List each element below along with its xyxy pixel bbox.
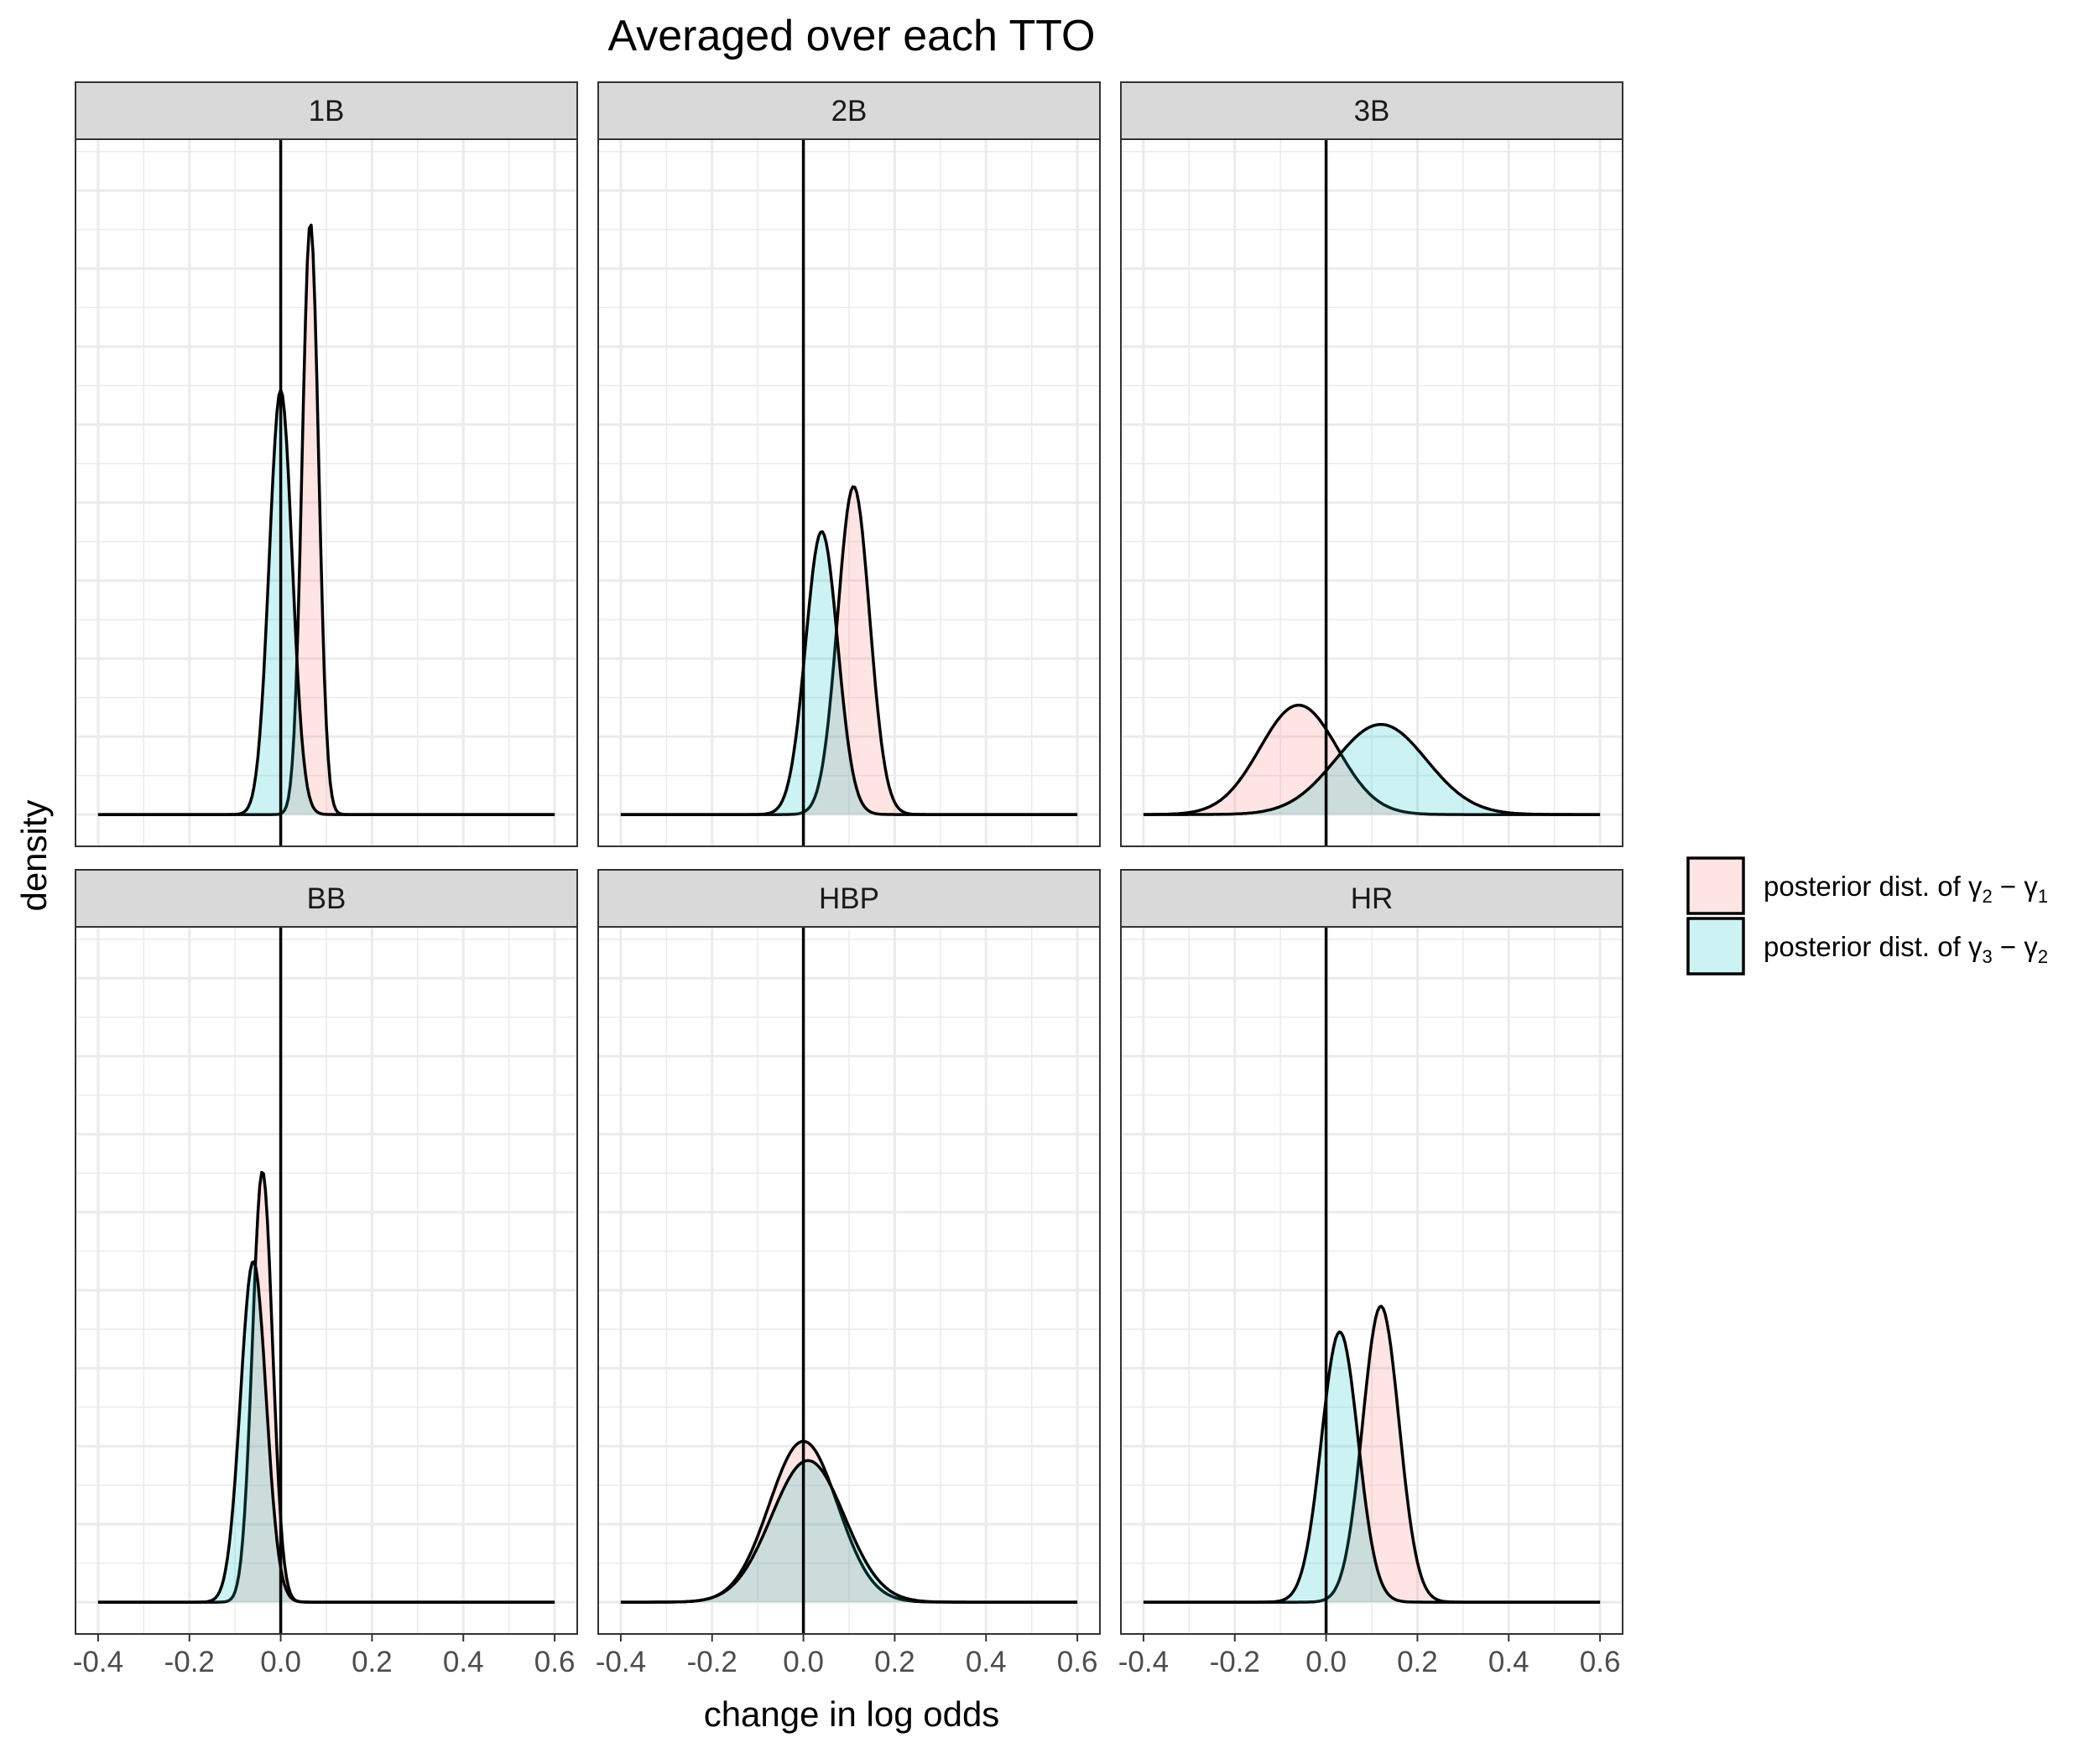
legend-key-g3-minus-g2 — [1686, 917, 1745, 976]
facet-strip — [1120, 869, 1623, 928]
x-tick-label: 0.4 — [443, 1646, 484, 1678]
density-area-g2-minus-g1 — [1143, 1306, 1601, 1603]
legend-label: posterior dist. of γ3 − γ2 — [1764, 931, 2048, 967]
facet-hr: HR — [1120, 869, 1623, 1635]
facet-strip-label: HBP — [819, 882, 879, 915]
density-line-g3-minus-g2 — [620, 1459, 1078, 1604]
y-axis-title: density — [14, 799, 54, 911]
facet-strip-label: 3B — [1354, 95, 1390, 127]
density-area-g2-minus-g1 — [620, 1441, 1078, 1603]
facet-strip-label: BB — [307, 882, 347, 915]
legend-key-g2-minus-g1 — [1686, 856, 1745, 915]
x-tick-label: 0.4 — [966, 1646, 1007, 1678]
facet-strip-label: 2B — [831, 95, 868, 127]
density-area-g2-minus-g1 — [1143, 705, 1601, 815]
x-tick-label: -0.4 — [73, 1646, 123, 1678]
x-tick-label: 0.0 — [260, 1646, 301, 1678]
facet-strip — [75, 81, 578, 140]
facet-hbp: HBP — [597, 869, 1101, 1635]
x-tick-label: 0.6 — [1580, 1646, 1621, 1678]
facet-2b: 2B — [597, 81, 1101, 847]
x-tick-label: 0.2 — [1397, 1646, 1438, 1678]
density-area-g2-minus-g1 — [620, 486, 1078, 815]
x-tick-label: 0.6 — [534, 1646, 576, 1678]
facet-panels: 1B 2B 3B BB HBP HR — [75, 81, 1623, 1635]
density-area-g3-minus-g2 — [1143, 724, 1601, 815]
facet-bb: BB — [75, 869, 578, 1635]
panel-border — [1120, 926, 1623, 1635]
x-tick-label: -0.4 — [596, 1646, 646, 1678]
x-tick-label: -0.4 — [1118, 1646, 1169, 1678]
x-tick-label: 0.6 — [1057, 1646, 1098, 1678]
facet-strip-label: HR — [1351, 882, 1394, 915]
facet-strip — [1120, 81, 1623, 140]
x-tick-label: 0.0 — [783, 1646, 824, 1678]
facet-1b: 1B — [75, 81, 578, 847]
density-line-g3-minus-g2 — [97, 388, 555, 816]
density-line-g3-minus-g2 — [620, 530, 1078, 816]
panel-border — [597, 926, 1101, 1635]
x-tick-label: 0.2 — [352, 1646, 393, 1678]
chart-title: Averaged over each TTO — [607, 12, 1095, 60]
facet-strip — [75, 869, 578, 928]
density-line-g3-minus-g2 — [1143, 722, 1601, 816]
panel-border — [597, 138, 1101, 847]
x-axis: -0.4 -0.2 0.0 0.2 0.4 0.6 -0.4 -0.2 0.0 0.2 0.4 0.6… — [73, 1634, 1621, 1678]
panel-border — [75, 138, 578, 847]
x-tick-label: 0.0 — [1305, 1646, 1347, 1678]
x-tick-label: 0.4 — [1488, 1646, 1529, 1678]
x-axis-title: change in log odds — [704, 1694, 1000, 1734]
x-tick-label: 0.2 — [874, 1646, 915, 1678]
x-tick-label: -0.2 — [164, 1646, 215, 1678]
x-tick-label: -0.2 — [687, 1646, 737, 1678]
facet-3b: 3B — [1120, 81, 1623, 847]
facet-strip-label: 1B — [309, 95, 345, 127]
panel-border — [1120, 138, 1623, 847]
density-area-g3-minus-g2 — [620, 1460, 1078, 1603]
panel-border — [75, 926, 578, 1635]
legend: posterior dist. of γ2 − γ1 posterior dist… — [1686, 856, 2048, 976]
legend-label: posterior dist. of γ2 − γ1 — [1764, 871, 2048, 907]
density-line-g3-minus-g2 — [1143, 1330, 1601, 1604]
x-tick-label: -0.2 — [1210, 1646, 1260, 1678]
density-line-g3-minus-g2 — [97, 1260, 555, 1604]
